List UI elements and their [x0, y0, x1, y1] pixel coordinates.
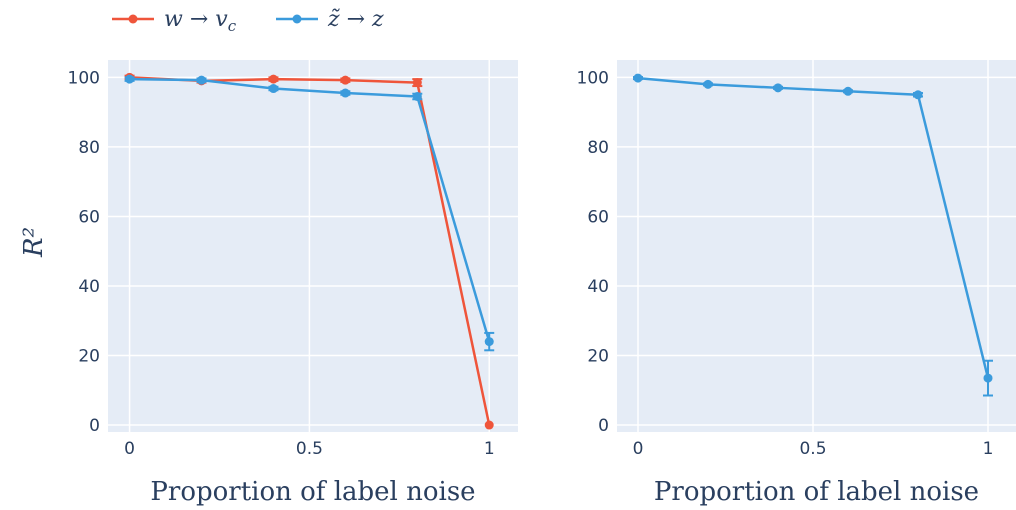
plot-background: [617, 60, 1016, 432]
y-tick-label: 80: [587, 138, 609, 158]
x-tick-label: 0: [633, 439, 644, 459]
legend-item-1: z̃ → z: [276, 7, 384, 32]
legend-label: w → vc: [164, 7, 237, 35]
data-point: [268, 84, 278, 94]
data-point: [412, 78, 422, 88]
y-tick-label: 0: [89, 416, 100, 436]
x-tick-label: 1: [484, 439, 495, 459]
x-axis-title: Proportion of label noise: [654, 477, 979, 507]
data-point: [773, 83, 783, 93]
data-point: [633, 73, 643, 83]
plot-background: [108, 60, 518, 432]
data-point: [340, 75, 350, 85]
x-tick-label: 0.5: [296, 439, 323, 459]
y-tick-label: 20: [587, 347, 609, 367]
y-tick-label: 40: [587, 277, 609, 297]
x-tick-label: 0.5: [799, 439, 826, 459]
legend: w → vc z̃ → z: [112, 7, 384, 35]
data-point: [197, 75, 207, 85]
series-line: [637, 76, 990, 379]
y-tick-label: 80: [78, 138, 100, 158]
legend-subscript: c: [228, 17, 237, 35]
y-tick-label: 60: [78, 207, 100, 227]
data-point: [484, 337, 494, 347]
data-point: [125, 74, 135, 84]
x-tick-label: 1: [983, 439, 994, 459]
series-1: [124, 74, 495, 352]
legend-swatch-marker: [128, 14, 138, 24]
data-point: [484, 420, 494, 430]
data-point: [340, 88, 350, 98]
legend-swatch-marker: [292, 14, 302, 24]
y-tick-label: 60: [587, 207, 609, 227]
y-tick-label: 100: [577, 68, 609, 88]
legend-label: z̃ → z: [327, 7, 384, 32]
data-point: [268, 74, 278, 84]
series-line: [129, 77, 491, 342]
data-point: [703, 79, 713, 89]
data-point: [983, 373, 993, 383]
y-tick-label: 100: [68, 68, 100, 88]
y-tick-label: 0: [598, 416, 609, 436]
data-point: [913, 90, 923, 100]
y-tick-label: 40: [78, 277, 100, 297]
x-axis-title: Proportion of label noise: [150, 477, 475, 507]
data-point: [412, 92, 422, 102]
x-tick-label: 0: [124, 439, 135, 459]
y-tick-label: 20: [78, 347, 100, 367]
legend-item-0: w → vc: [112, 7, 237, 35]
y-axis-title: R²: [19, 227, 49, 258]
series-0: [633, 73, 993, 397]
left-subplot: 0 20 40 60 80 100 0 0.5 1 Proportion of label noi…: [68, 60, 518, 507]
data-point: [843, 86, 853, 96]
